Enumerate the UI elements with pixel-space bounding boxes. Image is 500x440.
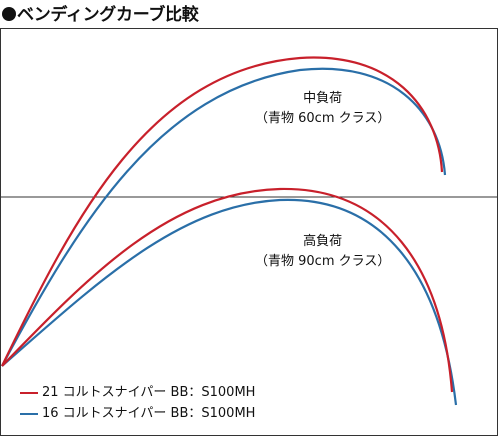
medium-load-condition: （青物 60cm クラス） (255, 111, 391, 126)
legend-label-16: 16 コルトスナイパー BB：S100MH (42, 406, 256, 421)
legend-item-21: 21 コルトスナイパー BB：S100MH (20, 382, 255, 403)
high-load-condition: （青物 90cm クラス） (255, 254, 391, 269)
label-high-load: 高負荷 （青物 90cm クラス） (255, 232, 390, 272)
legend: 21 コルトスナイパー BB：S100MH 16 コルトスナイパー BB：S10… (20, 382, 255, 424)
medium-load-title: 中負荷 (303, 91, 343, 106)
curve-mid-16 (1, 67, 447, 367)
legend-item-16: 16 コルトスナイパー BB：S100MH (20, 403, 255, 424)
bullet-icon (2, 7, 16, 21)
chart-title: ベンディングカーブ比較 (2, 0, 199, 25)
curve-mid-21 (1, 56, 444, 367)
curve-high-16 (1, 198, 458, 406)
legend-swatch-16 (20, 412, 38, 415)
legend-label-21: 21 コルトスナイパー BB：S100MH (42, 385, 256, 400)
legend-swatch-21 (20, 391, 38, 394)
curve-high-21 (1, 187, 454, 393)
high-load-title: 高負荷 (303, 234, 343, 249)
chart-frame (0, 28, 498, 436)
label-medium-load: 中負荷 （青物 60cm クラス） (255, 89, 390, 129)
title-text: ベンディングカーブ比較 (17, 5, 199, 25)
